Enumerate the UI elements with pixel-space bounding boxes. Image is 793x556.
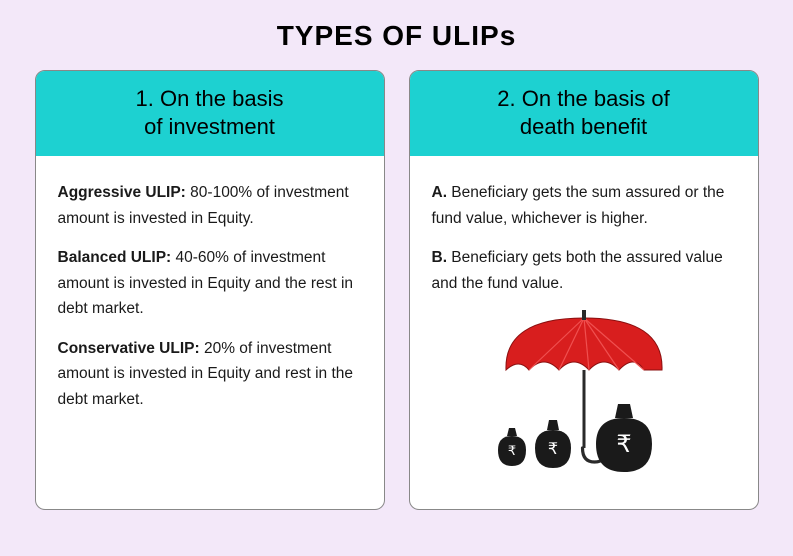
svg-text:₹: ₹: [616, 431, 631, 458]
card2-item2-label: B.: [432, 249, 448, 266]
card1-item3: Conservative ULIP: 20% of investment amo…: [58, 336, 362, 413]
card1-header-line2: of investment: [144, 114, 275, 139]
card1-item1-label: Aggressive ULIP:: [58, 184, 186, 201]
card2-item1-label: A.: [432, 184, 448, 201]
card-investment: 1. On the basis of investment Aggressive…: [35, 70, 385, 510]
card-investment-body: Aggressive ULIP: 80-100% of investment a…: [36, 156, 384, 509]
umbrella-moneybags-icon: ₹ ₹ ₹: [432, 310, 736, 489]
card1-header-line1: 1. On the basis: [136, 86, 284, 111]
svg-text:₹: ₹: [507, 443, 515, 458]
card1-item1: Aggressive ULIP: 80-100% of investment a…: [58, 180, 362, 231]
card-death-benefit-header: 2. On the basis of death benefit: [410, 71, 758, 156]
svg-text:₹: ₹: [547, 441, 557, 458]
card2-item2: B. Beneficiary gets both the assured val…: [432, 245, 736, 296]
card2-header-line1: 2. On the basis of: [497, 86, 669, 111]
card2-header-line2: death benefit: [520, 114, 647, 139]
page-title: TYPES OF ULIPs: [30, 20, 763, 52]
card1-item2: Balanced ULIP: 40-60% of investment amou…: [58, 245, 362, 322]
cards-container: 1. On the basis of investment Aggressive…: [30, 70, 763, 510]
card2-item1-text: Beneficiary gets the sum assured or the …: [432, 184, 725, 227]
card2-item1: A. Beneficiary gets the sum assured or t…: [432, 180, 736, 231]
card1-item3-label: Conservative ULIP:: [58, 340, 200, 357]
card2-item2-text: Beneficiary gets both the assured value …: [432, 249, 723, 292]
card-death-benefit-body: A. Beneficiary gets the sum assured or t…: [410, 156, 758, 509]
card-investment-header: 1. On the basis of investment: [36, 71, 384, 156]
card1-item2-label: Balanced ULIP:: [58, 249, 172, 266]
card-death-benefit: 2. On the basis of death benefit A. Bene…: [409, 70, 759, 510]
